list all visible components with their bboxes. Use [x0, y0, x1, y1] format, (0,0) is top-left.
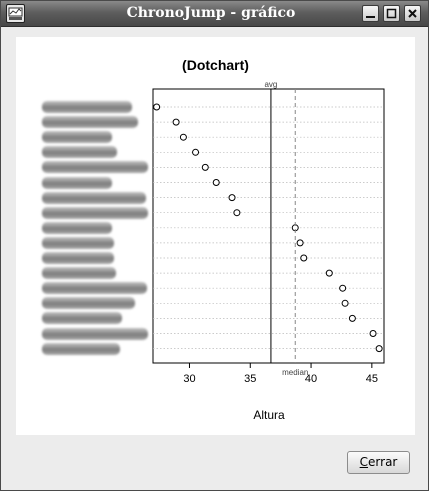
blurred-row-label — [42, 327, 148, 340]
blurred-row-label — [42, 131, 112, 144]
data-point — [339, 284, 347, 292]
cerrar-label: errar — [368, 455, 398, 469]
dotchart-plot: avg median 30 35 40 45 — [152, 80, 385, 385]
data-point — [300, 254, 308, 262]
window-title: ChronoJump - gráfico — [126, 5, 296, 21]
blurred-row-label — [42, 282, 147, 295]
blurred-row-label — [42, 342, 120, 355]
data-point — [369, 330, 377, 337]
maximize-button[interactable] — [383, 5, 400, 22]
blurred-row-label — [42, 176, 112, 189]
title-bar[interactable]: ChronoJump - gráfico — [1, 1, 428, 27]
blurred-row-label — [42, 297, 135, 310]
close-icon — [408, 9, 417, 18]
cerrar-mnemonic: C — [359, 455, 369, 469]
minimize-button[interactable] — [362, 5, 379, 22]
close-window-button[interactable] — [404, 5, 421, 22]
blurred-row-label — [42, 146, 117, 159]
data-point — [341, 299, 349, 307]
data-point — [296, 239, 304, 247]
blurred-row-label — [42, 161, 148, 174]
data-point — [192, 148, 200, 156]
data-point — [348, 314, 356, 322]
blurred-row-label — [42, 312, 122, 325]
data-point — [233, 209, 241, 217]
chronojump-app-icon[interactable] — [6, 4, 25, 23]
x-tick-label: 45 — [366, 373, 378, 385]
x-tick-label: 40 — [305, 373, 317, 385]
data-point — [201, 163, 209, 171]
plot-frame — [152, 88, 385, 364]
cerrar-button[interactable]: Cerrar — [347, 451, 410, 474]
x-tick-label: 35 — [244, 373, 256, 385]
blurred-row-label — [42, 116, 138, 129]
maximize-icon — [386, 8, 397, 19]
data-point — [375, 345, 383, 353]
blurred-row-label — [42, 101, 132, 113]
chart-title: (Dotchart) — [182, 57, 249, 73]
blurred-row-label — [42, 267, 116, 280]
x-tick-label: 30 — [183, 373, 195, 385]
data-point — [179, 133, 187, 141]
data-point — [153, 103, 161, 111]
blurred-row-label — [42, 206, 148, 219]
blurred-row-label — [42, 191, 146, 204]
chart-canvas: (Dotchart) avg median 30 35 40 45 Altura — [16, 37, 415, 435]
median-label: median — [282, 368, 308, 377]
data-point — [172, 118, 180, 126]
avg-label: avg — [264, 80, 277, 89]
minimize-icon — [366, 16, 375, 18]
data-point — [228, 194, 236, 202]
x-axis-label: Altura — [253, 408, 285, 422]
blurred-row-label — [42, 252, 114, 264]
blurred-row-label — [42, 236, 114, 249]
blurred-row-label — [42, 221, 112, 234]
data-point — [325, 269, 333, 277]
data-point — [212, 179, 220, 186]
